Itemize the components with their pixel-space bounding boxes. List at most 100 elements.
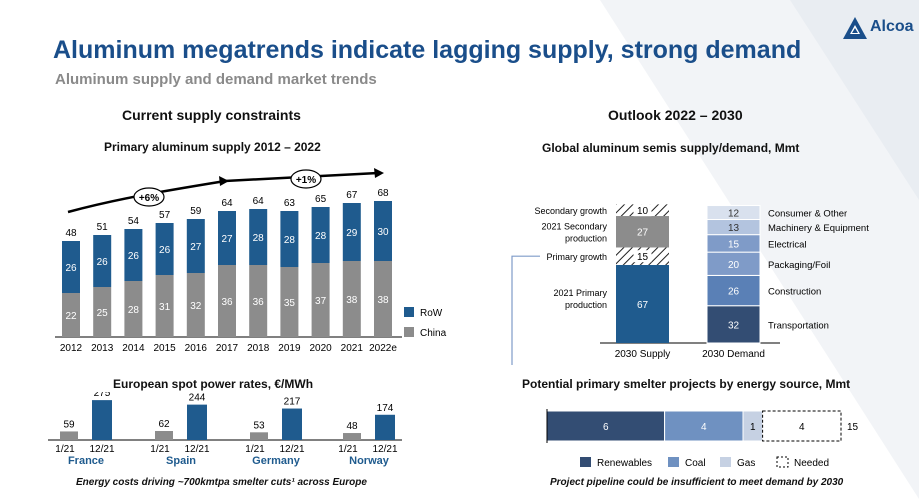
demand-category-label: Packaging/Foil bbox=[768, 260, 830, 271]
demand-value-label: 12 bbox=[728, 209, 740, 220]
period-tick-label: 12/21 bbox=[89, 444, 114, 455]
bar-row bbox=[155, 223, 174, 275]
bar-dec-21 bbox=[92, 400, 112, 440]
row-value-label: 28 bbox=[253, 233, 265, 244]
legend-label-china: China bbox=[420, 328, 447, 339]
segment-needed bbox=[762, 410, 842, 442]
row-value-label: 26 bbox=[159, 245, 171, 256]
growth-badge bbox=[290, 169, 322, 189]
total-value-label: 67 bbox=[346, 190, 358, 201]
right-section-title: Outlook 2022 – 2030 bbox=[608, 107, 743, 123]
bar-china bbox=[93, 287, 112, 337]
bar-row bbox=[280, 211, 299, 267]
supply-category-label: 2021 Primary bbox=[553, 288, 607, 298]
total-value-label: 54 bbox=[128, 216, 140, 227]
legend-swatch-needed bbox=[776, 456, 789, 468]
period-tick-label: 12/21 bbox=[372, 444, 397, 455]
period-tick-label: 1/21 bbox=[245, 444, 265, 455]
value-label-bg bbox=[633, 204, 652, 217]
supply-value-label: 27 bbox=[637, 228, 649, 239]
demand-value-label: 15 bbox=[728, 239, 740, 250]
bar-jan-21 bbox=[250, 432, 268, 440]
demand-value-label: 26 bbox=[728, 287, 740, 298]
demand-segment bbox=[706, 205, 761, 221]
bar-row bbox=[186, 219, 205, 273]
supply-secondary-production bbox=[616, 216, 669, 248]
alcoa-logo-icon bbox=[843, 17, 867, 39]
china-value-label: 35 bbox=[284, 298, 296, 309]
supply-category-label: 2021 Secondary bbox=[541, 222, 607, 232]
value-label: 244 bbox=[189, 393, 206, 404]
bar-china bbox=[62, 293, 80, 337]
demand-category-label: Machinery & Equipment bbox=[768, 223, 869, 234]
bar-dec-21 bbox=[187, 404, 207, 440]
year-tick-label: 2018 bbox=[247, 343, 270, 354]
row-value-label: 26 bbox=[128, 251, 140, 262]
china-value-label: 36 bbox=[221, 297, 233, 308]
value-label: 275 bbox=[94, 392, 111, 399]
row-value-label: 30 bbox=[377, 227, 389, 238]
bar-china bbox=[374, 261, 392, 337]
bar-china bbox=[342, 261, 361, 337]
value-label: 48 bbox=[346, 421, 358, 432]
china-value-label: 31 bbox=[159, 302, 171, 313]
value-label: 53 bbox=[253, 420, 265, 431]
page-title: Aluminum megatrends indicate lagging sup… bbox=[53, 36, 802, 64]
value-label: 62 bbox=[158, 419, 170, 430]
period-tick-label: 1/21 bbox=[55, 444, 75, 455]
row-value-label: 28 bbox=[284, 235, 296, 246]
category-tick-label: 2030 Demand bbox=[702, 349, 765, 360]
bar-row bbox=[124, 229, 143, 281]
bar-china bbox=[280, 267, 299, 337]
left-footnote: Energy costs driving ~700kmtpa smelter c… bbox=[76, 477, 367, 488]
country-label: France bbox=[68, 455, 104, 467]
segment-value-label: 1 bbox=[750, 422, 756, 433]
bar-row bbox=[374, 201, 392, 261]
demand-value-label: 20 bbox=[728, 260, 740, 271]
legend-swatch-coal bbox=[668, 457, 679, 467]
demand-segment bbox=[706, 274, 761, 307]
bar-dec-21 bbox=[282, 408, 302, 440]
country-label: Spain bbox=[166, 455, 196, 467]
bar-jan-21 bbox=[155, 431, 173, 440]
china-value-label: 28 bbox=[128, 305, 140, 316]
legend-label-needed: Needed bbox=[794, 458, 829, 469]
segment-coal bbox=[664, 410, 744, 442]
total-value-label: 57 bbox=[159, 210, 171, 221]
supply-chart-title: Primary aluminum supply 2012 – 2022 bbox=[104, 140, 321, 154]
brand-name: Alcoa bbox=[870, 18, 914, 35]
year-tick-label: 2012 bbox=[60, 343, 83, 354]
row-value-label: 26 bbox=[65, 263, 77, 274]
year-tick-label: 2022e bbox=[369, 343, 397, 354]
power-chart-title: European spot power rates, €/MWh bbox=[113, 377, 314, 391]
row-value-label: 27 bbox=[221, 234, 233, 245]
bar-china bbox=[311, 263, 330, 337]
supply-value-label: 10 bbox=[637, 206, 649, 217]
total-value-label: 65 bbox=[315, 194, 327, 205]
trend-arrow-head bbox=[219, 176, 229, 186]
demand-category-label: Consumer & Other bbox=[768, 209, 847, 220]
category-tick-label: 2030 Supply bbox=[615, 349, 671, 360]
value-label: 174 bbox=[377, 403, 394, 414]
demand-segment bbox=[706, 305, 761, 344]
china-value-label: 38 bbox=[377, 295, 389, 306]
demand-category-label: Construction bbox=[768, 287, 821, 298]
total-value-label: 64 bbox=[253, 196, 265, 207]
year-tick-label: 2015 bbox=[153, 343, 176, 354]
bar-china bbox=[249, 265, 268, 337]
total-value-label: 59 bbox=[190, 206, 202, 217]
bar-china bbox=[124, 281, 143, 337]
value-label: 59 bbox=[63, 419, 75, 430]
bar-jan-21 bbox=[343, 433, 361, 440]
bar-row bbox=[342, 203, 361, 261]
row-value-label: 26 bbox=[97, 257, 109, 268]
bar-china bbox=[186, 273, 205, 337]
bar-row bbox=[311, 207, 330, 263]
demand-category-label: Electrical bbox=[768, 239, 807, 250]
total-value-label: 68 bbox=[377, 188, 389, 199]
bar-row bbox=[218, 211, 236, 265]
trend-arrow-head bbox=[374, 168, 384, 178]
left-section-title: Current supply constraints bbox=[122, 107, 301, 123]
bar-row bbox=[249, 209, 268, 265]
supply-primary-production bbox=[616, 264, 669, 343]
